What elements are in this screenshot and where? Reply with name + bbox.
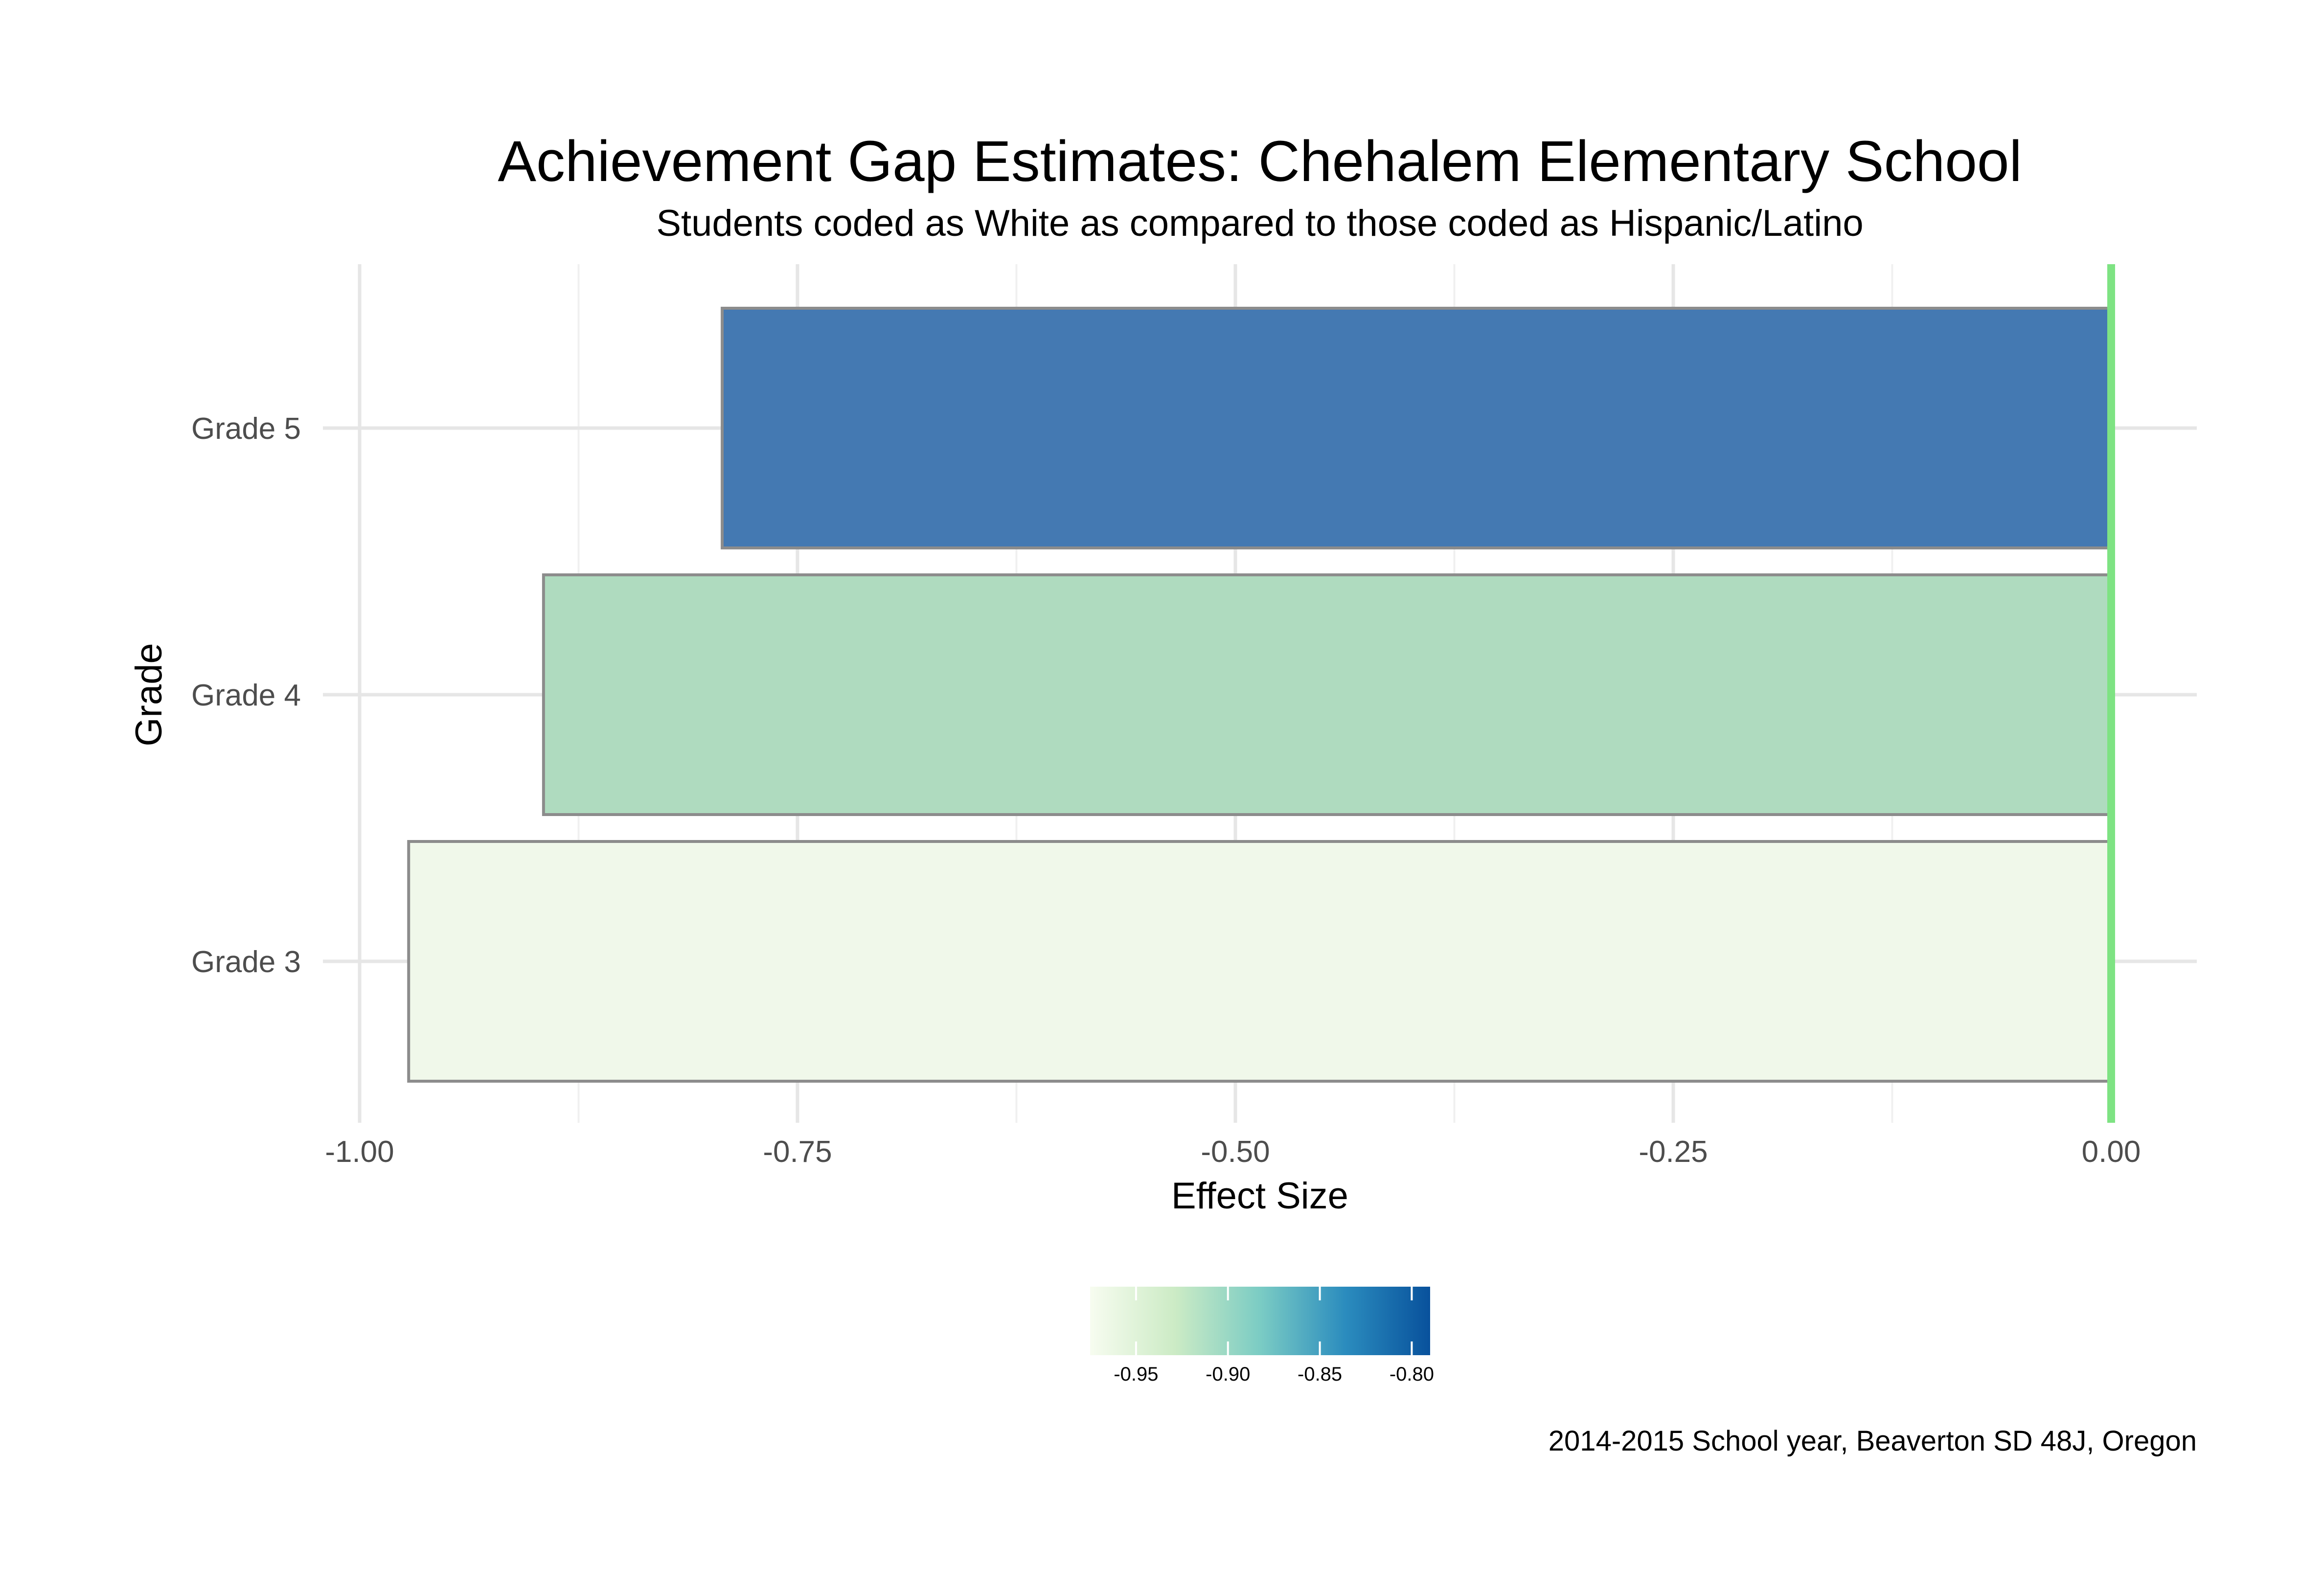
x-tick-labels: -1.00 -0.75 -0.50 -0.25 0.00: [325, 1135, 2141, 1169]
legend-label: -0.85: [1298, 1363, 1342, 1385]
x-tick-label: -0.75: [763, 1135, 832, 1169]
bar-grade-3: [407, 840, 2113, 1083]
y-tick-labels: Grade 3 Grade 4 Grade 5: [191, 412, 301, 979]
y-axis-title: Grade: [128, 643, 170, 746]
bars: [407, 307, 2113, 1083]
x-tick-label: 0.00: [2082, 1135, 2141, 1169]
legend-label: -0.90: [1206, 1363, 1250, 1385]
bar-grade-5: [721, 307, 2113, 549]
y-tick-label: Grade 4: [191, 679, 301, 712]
x-tick-label: -0.25: [1639, 1135, 1708, 1169]
legend-label: -0.80: [1390, 1363, 1434, 1385]
x-tick-label: -0.50: [1201, 1135, 1270, 1169]
bar-grade-4: [542, 573, 2113, 816]
color-legend: -0.95 -0.90 -0.85 -0.80: [1090, 1287, 1434, 1385]
y-tick-label: Grade 3: [191, 945, 301, 979]
chart-caption: 2014-2015 School year, Beaverton SD 48J,…: [1549, 1425, 2197, 1457]
chart-subtitle: Students coded as White as compared to t…: [656, 203, 1863, 244]
legend-colorbar: [1090, 1287, 1430, 1355]
x-tick-label: -1.00: [325, 1135, 394, 1169]
legend-label: -0.95: [1114, 1363, 1158, 1385]
y-tick-label: Grade 5: [191, 412, 301, 446]
chart-title: Achievement Gap Estimates: Chehalem Elem…: [498, 129, 2022, 194]
x-axis-title: Effect Size: [1171, 1175, 1348, 1217]
